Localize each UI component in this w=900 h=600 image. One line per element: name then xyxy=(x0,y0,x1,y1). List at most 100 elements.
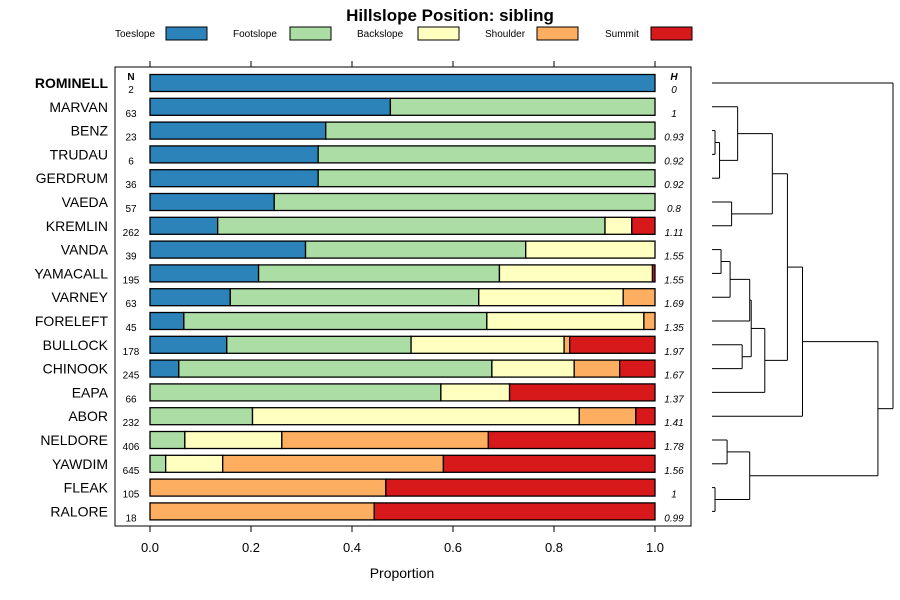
row-h-benz: 0.93 xyxy=(664,133,684,144)
bar-segment-vaeda-toeslope xyxy=(149,192,275,212)
legend-swatch-footslope xyxy=(289,26,332,41)
bar-segment-varney-shoulder xyxy=(622,288,656,307)
bar-segment-chinook-toeslope xyxy=(149,359,180,378)
row-h-yawdim: 1.56 xyxy=(664,466,684,477)
row-h-gerdrum: 0.92 xyxy=(664,180,684,191)
row-h-varney: 1.69 xyxy=(664,299,684,310)
row-label-varney: VARNEY xyxy=(51,289,108,305)
row-n-yamacall: 195 xyxy=(123,275,140,286)
bar-segment-benz-toeslope xyxy=(149,121,327,140)
row-h-kremlin: 1.11 xyxy=(665,228,684,239)
legend-label-toeslope: Toeslope xyxy=(115,29,155,40)
x-tick-label: 0.6 xyxy=(444,540,462,555)
row-n-vaeda: 57 xyxy=(125,204,137,215)
legend-swatch-shoulder xyxy=(536,26,579,41)
bar-segment-kremlin-backslope xyxy=(604,216,633,235)
row-label-benz: BENZ xyxy=(71,123,109,139)
bar-segment-trudau-toeslope xyxy=(149,145,319,164)
row-n-neldore: 406 xyxy=(123,442,140,453)
bar-segment-bullock-footslope xyxy=(226,335,412,354)
bar-segment-neldore-footslope xyxy=(149,430,186,450)
row-label-chinook: CHINOOK xyxy=(43,361,109,377)
bar-segment-benz-footslope xyxy=(325,121,656,140)
row-n-chinook: 245 xyxy=(123,371,140,382)
row-n-trudau: 6 xyxy=(128,156,134,167)
row-n-eapa: 66 xyxy=(125,394,137,405)
row-h-chinook: 1.67 xyxy=(664,371,684,382)
row-label-rominell: ROMINELL xyxy=(35,75,109,91)
bar-rows: ROMINELL 2 0 MARVAN 63 1 BENZ 23 0.93 TRUDAU 6 0.92… xyxy=(34,73,684,524)
bar-segment-rominell-toeslope xyxy=(149,73,656,93)
bar-segment-yamacall-summit xyxy=(651,264,656,283)
row-h-ralore: 0.99 xyxy=(664,513,684,524)
bar-segment-neldore-backslope xyxy=(184,430,283,450)
row-label-kremlin: KREMLIN xyxy=(46,218,108,234)
row-n-foreleft: 45 xyxy=(125,323,137,334)
bar-segment-chinook-shoulder xyxy=(573,359,621,378)
bar-segment-marvan-footslope xyxy=(389,97,656,116)
row-label-yawdim: YAWDIM xyxy=(52,456,108,472)
row-h-abor: 1.41 xyxy=(664,418,683,429)
row-label-eapa: EAPA xyxy=(72,384,109,400)
row-h-vaeda: 0.8 xyxy=(667,204,681,215)
bar-segment-yawdim-shoulder xyxy=(222,454,445,473)
bar-segment-trudau-footslope xyxy=(317,145,656,164)
x-tick-label: 0.8 xyxy=(545,540,563,555)
bar-segment-varney-footslope xyxy=(229,288,480,307)
row-n-bullock: 178 xyxy=(123,347,140,358)
bar-segment-kremlin-footslope xyxy=(217,216,606,235)
bar-segment-vanda-footslope xyxy=(304,240,527,259)
bar-segment-bullock-backslope xyxy=(410,335,565,354)
bar-segment-vanda-toeslope xyxy=(149,240,307,259)
bar-segment-vaeda-footslope xyxy=(273,192,656,212)
row-label-foreleft: FORELEFT xyxy=(35,313,109,329)
chart-title: Hillslope Position: sibling xyxy=(346,6,554,25)
row-n-benz: 23 xyxy=(125,133,137,144)
bar-segment-ralore-shoulder xyxy=(149,502,375,521)
row-n-yawdim: 645 xyxy=(123,466,140,477)
bar-segment-foreleft-shoulder xyxy=(643,311,656,331)
bar-segment-abor-summit xyxy=(635,407,656,426)
row-h-yamacall: 1.55 xyxy=(664,275,684,286)
row-label-neldore: NELDORE xyxy=(40,432,108,448)
bar-segment-eapa-backslope xyxy=(440,383,511,402)
bar-segment-vanda-backslope xyxy=(525,240,656,259)
bar-segment-bullock-toeslope xyxy=(149,335,228,354)
legend-label-summit: Summit xyxy=(605,29,639,40)
legend-label-footslope: Footslope xyxy=(233,29,277,40)
bar-segment-gerdrum-footslope xyxy=(317,169,656,188)
bar-segment-chinook-footslope xyxy=(178,359,493,378)
plot-panel xyxy=(114,66,692,527)
row-h-vanda: 1.55 xyxy=(664,252,684,263)
row-n-kremlin: 262 xyxy=(123,228,140,239)
row-h-marvan: 1 xyxy=(671,109,677,120)
bar-segment-yawdim-summit xyxy=(442,454,656,473)
row-h-rominell: 0 xyxy=(671,85,677,96)
legend-swatch-summit xyxy=(650,26,693,41)
bar-segment-marvan-toeslope xyxy=(149,97,392,116)
x-tick-label: 1.0 xyxy=(646,540,664,555)
bar-segment-yawdim-footslope xyxy=(149,454,167,473)
row-label-trudau: TRUDAU xyxy=(50,146,108,162)
bar-segment-varney-toeslope xyxy=(149,288,231,307)
row-label-yamacall: YAMACALL xyxy=(34,265,108,281)
row-label-marvan: MARVAN xyxy=(49,99,108,115)
legend-label-backslope: Backslope xyxy=(357,29,404,40)
bar-segment-neldore-shoulder xyxy=(281,430,489,450)
bar-segment-eapa-footslope xyxy=(149,383,442,402)
bar-segment-abor-shoulder xyxy=(578,407,637,426)
bar-segment-fleak-shoulder xyxy=(149,478,387,497)
bar-segment-gerdrum-toeslope xyxy=(149,169,319,188)
row-n-fleak: 105 xyxy=(123,490,140,501)
x-axis: 0.0 0.2 0.4 0.6 0.8 1.0 xyxy=(141,61,664,555)
bar-segment-kremlin-summit xyxy=(631,216,656,235)
row-h-eapa: 1.37 xyxy=(664,394,684,405)
row-n-varney: 63 xyxy=(125,299,137,310)
x-axis-title: Proportion xyxy=(370,565,435,581)
row-n-rominell: 2 xyxy=(128,85,134,96)
bar-segment-fleak-summit xyxy=(385,478,656,497)
dendrogram xyxy=(712,82,894,512)
row-n-ralore: 18 xyxy=(125,513,137,524)
bar-segment-kremlin-toeslope xyxy=(149,216,219,235)
